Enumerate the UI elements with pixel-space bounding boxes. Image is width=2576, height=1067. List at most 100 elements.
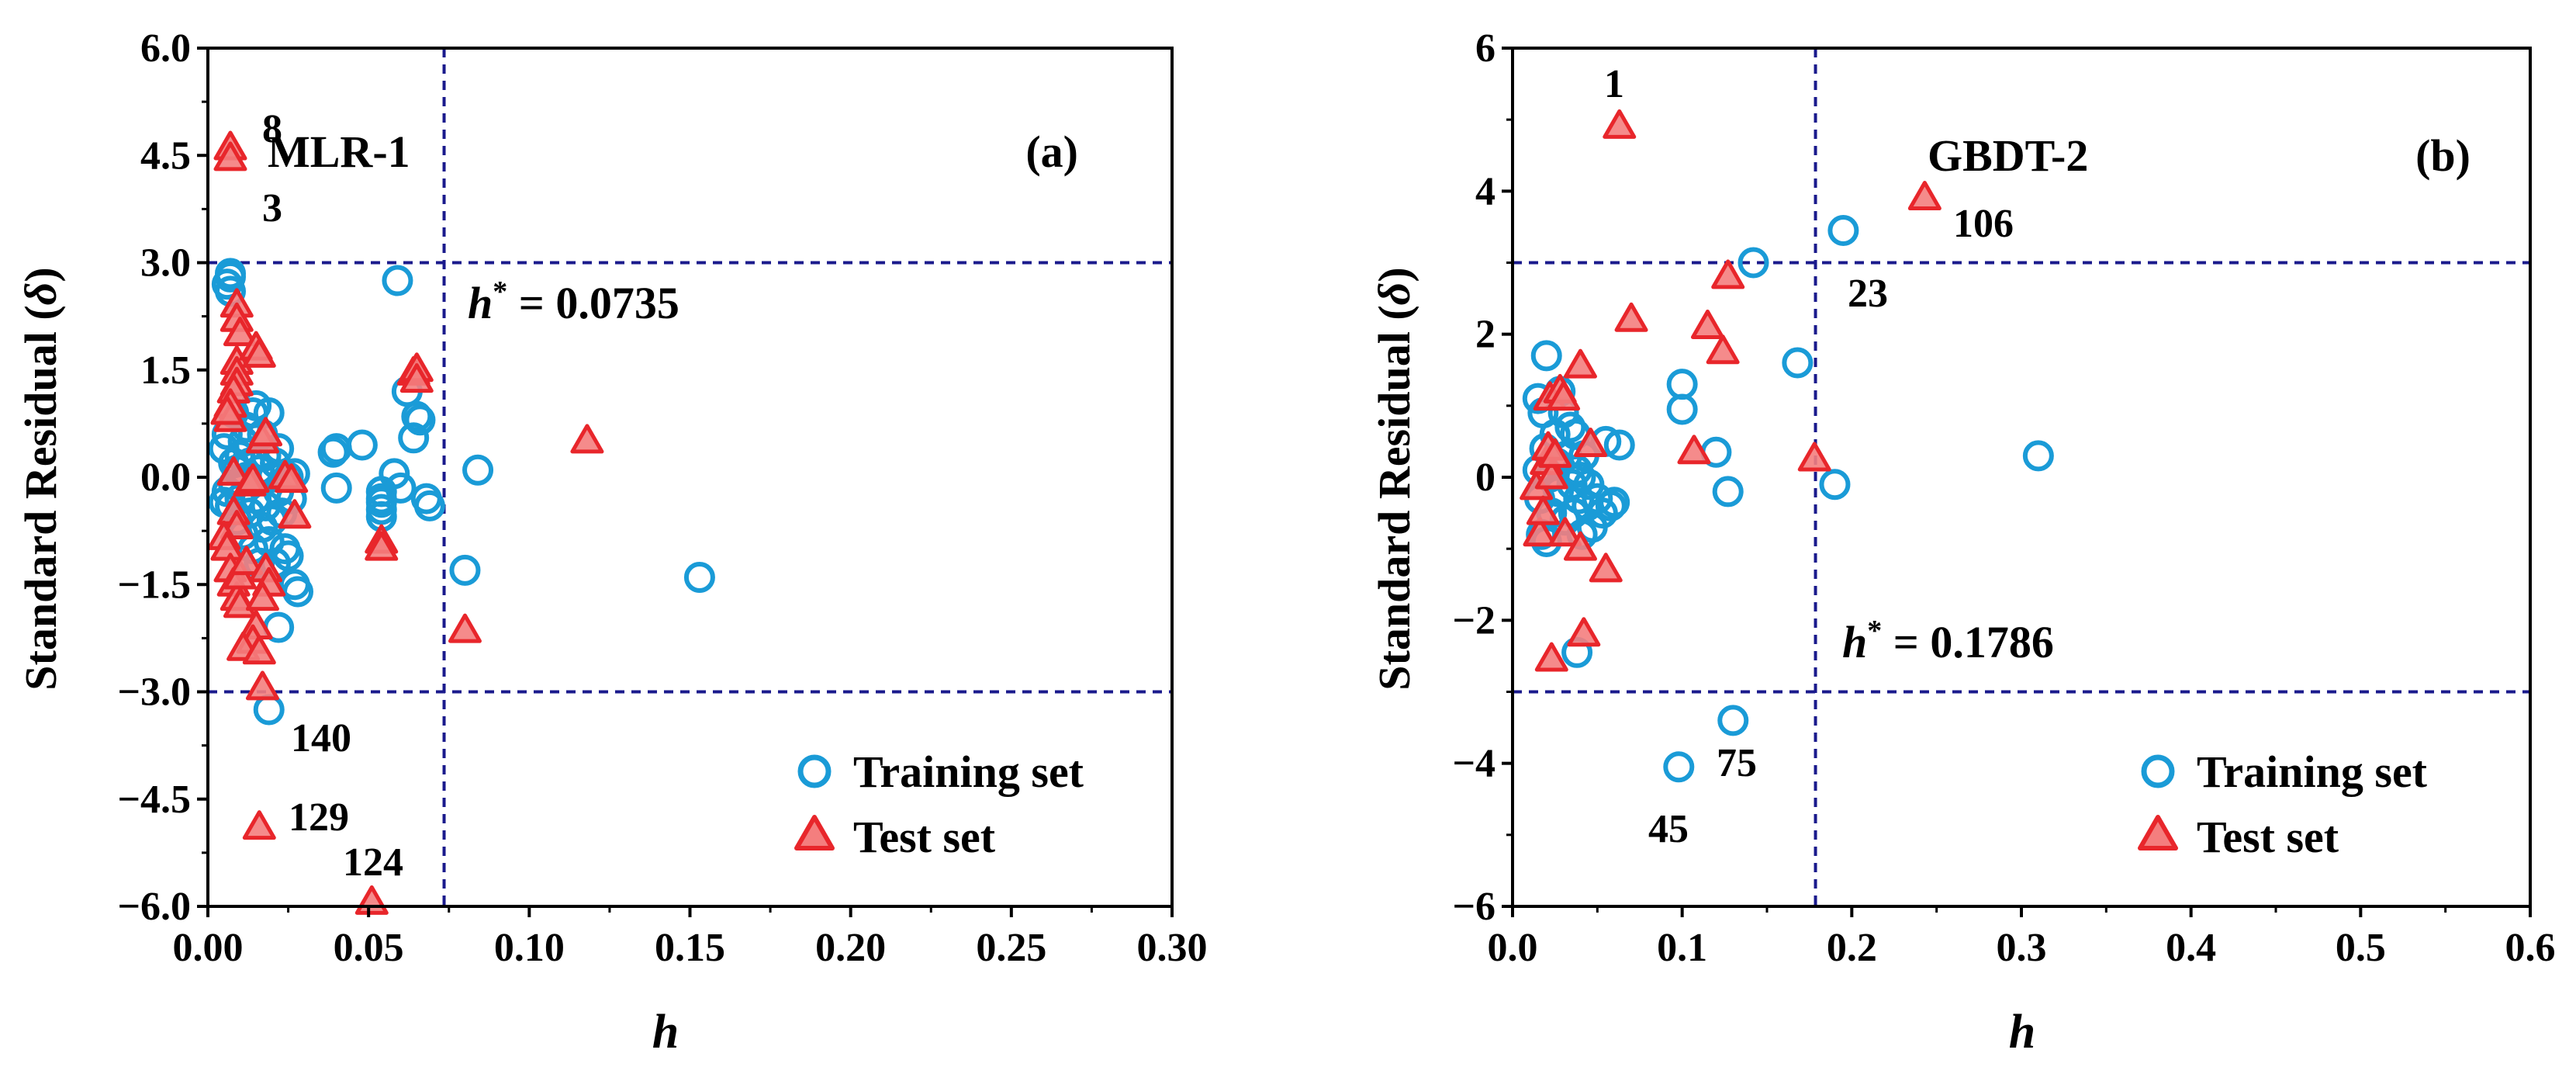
panel-b-test-point-8 [1538,438,1572,468]
panel-a-annotations: 8 3 140 129 124 [262,107,403,885]
annotation-45: 45 [1648,807,1689,851]
panel-b-hstar-symbol: h [1842,617,1867,667]
panel-a-test-point-36 [245,670,279,701]
panel-a-training-point-70 [683,562,715,594]
panel-a-test-point-38 [275,463,309,494]
panel-b: 0.0 0.1 0.2 0.3 0.4 0.5 0.6 −6 −4 −2 0 2 4 6 GBDT-2 (… [1369,26,2556,1058]
panel-a-training-point-49 [253,694,285,726]
panel-a-test-point-31 [245,581,279,611]
panel-a-x-tick-label-1: 0.05 [334,926,404,970]
panel-a-training-point-52 [320,472,352,504]
panel-a-x-tick-label-5: 0.25 [976,926,1046,970]
panel-a-test-point-1 [213,141,247,171]
panel-a-x-tick-label-4: 0.20 [815,926,886,970]
panel-b-x-axis-title: h [2009,1006,2035,1058]
panel-a-test-point-48 [354,885,389,915]
panel-b-test-point-21 [1706,334,1740,365]
panel-b-training-point-23 [1565,462,1596,493]
panel-b-test-point-14 [1567,617,1601,647]
panel-b-training-point-42 [1819,469,1851,501]
panel-b-test-point-22 [1711,259,1745,289]
panel-a-training-point-6 [215,258,247,289]
panel-a-training-point-67 [413,490,445,521]
annotation-23: 23 [1848,272,1888,316]
panel-b-x-tick-label-0: 0.0 [1488,926,1538,970]
panel-b-training-point-39 [1712,476,1744,508]
panel-b-y-tick-label-6: 6 [1475,26,1495,71]
panel-a-x-tick-label-0: 0.00 [173,926,244,970]
panel-b-y-tick-label-2: −2 [1452,598,1495,643]
panel-b-y-axis-title-end: ) [1369,267,1419,282]
panel-b-test-point-19 [1677,435,1711,465]
panel-a-test-point-24 [236,463,270,494]
panel-a-y-axis-title-symbol: δ [16,282,66,306]
annotation-106: 106 [1953,202,2014,246]
panel-b-hstar-label: h* = 0.1786 [1842,615,2054,667]
panel-b-test-point-0 [1603,109,1637,139]
panel-b-test-point-20 [1690,309,1724,339]
panel-a-y-tick-label-3: −1.5 [117,563,191,607]
panel-a-hstar-value: = 0.0735 [507,278,679,328]
annotation-3: 3 [262,186,282,230]
panel-a-training-point-69 [462,454,494,486]
panel-a-test-point-47 [242,810,276,840]
panel-b-test-point-12 [1563,348,1597,379]
panel-b-y-tick-label-1: −4 [1452,742,1495,786]
panel-b-y-axis-title-main: Standard Residual ( [1369,305,1419,690]
panel-a-x-tick-label-6: 0.30 [1137,926,1208,970]
panel-b-panel-label: (b) [2415,130,2471,181]
panel-b-training-point-17 [1554,411,1586,443]
panel-b-test-point-15 [1574,428,1608,458]
panel-b-annotations: 1 106 23 75 45 [1604,62,2014,851]
annotation-75: 75 [1717,741,1757,785]
panel-a-training-point-64 [401,400,433,432]
panel-b-test-point-10 [1547,381,1581,411]
panel-a-y-tick-label-1: −4.5 [117,778,191,822]
panel-a-training-point-59 [379,458,410,490]
panel-a-training-point-63 [398,422,430,454]
panel-a-test-point-26 [242,338,276,368]
panel-b-plot-layer: 0.0 0.1 0.2 0.3 0.4 0.5 0.6 −6 −4 −2 0 2 4 6 [1452,26,2555,970]
panel-a-test-point-45 [448,613,482,643]
panel-a-x-tick-label-3: 0.15 [655,926,725,970]
panel-a-x-tick-label-2: 0.10 [494,926,565,970]
panel-a-panel-label: (a) [1025,126,1078,177]
panel-a-y-tick-label-8: 6.0 [140,26,191,71]
panel-b-training-point-32 [1595,490,1627,521]
panel-b-y-tick-label-0: −6 [1452,885,1495,929]
panel-b-test-point-18 [1614,302,1648,332]
panel-a-test-point-44 [399,363,434,393]
panel-b-training-point-37 [1666,393,1698,425]
panel-a-training-point-47 [282,576,314,608]
panel-b-test-point-17 [1534,642,1568,672]
panel-b-model-label: GBDT-2 [1928,130,2088,181]
panel-a-y-tick-label-2: −3.0 [117,670,191,715]
panel-a-legend-training-marker [797,754,832,788]
panel-a: 0.00 0.05 0.10 0.15 0.20 0.25 0.30 −6.0 −4.5 −3.0… [16,26,1208,1058]
panel-a-hstar-label: h* = 0.0735 [468,275,679,328]
panel-a-hstar-symbol: h [468,278,493,328]
panel-a-x-axis-title: h [652,1006,679,1058]
panel-a-model-label: MLR-1 [268,126,410,177]
panel-a-test-point-41 [365,531,399,561]
panel-b-y-tick-label-5: 4 [1475,169,1495,213]
panel-b-legend-training-label: Training set [2197,747,2428,797]
panel-b-test-point-2 [1523,517,1557,547]
panel-b-training-point-36 [1666,369,1698,400]
panel-a-y-tick-label-0: −6.0 [117,885,191,929]
panel-b-x-tick-label-6: 0.6 [2505,926,2556,970]
panel-a-hstar-sup: * [493,275,507,308]
panel-a-legend: Training set Test set [794,747,1084,862]
panel-a-training-point-61 [385,472,417,504]
panel-b-y-axis-title: Standard Residual (δ) [1369,267,1419,690]
panel-b-training-point-46 [1717,705,1749,736]
panel-b-x-tick-label-4: 0.4 [2166,926,2216,970]
panel-a-test-point-4 [223,317,257,347]
panel-a-training-point-42 [272,540,304,572]
panel-a-y-tick-label-7: 4.5 [140,133,191,178]
panel-a-y-tick-label-4: 0.0 [140,456,191,500]
panel-a-plot-layer: 0.00 0.05 0.10 0.15 0.20 0.25 0.30 −6.0 −4.5 −3.0… [117,26,1207,970]
panel-a-legend-test-label: Test set [853,812,996,862]
panel-b-test-point-16 [1589,553,1623,583]
